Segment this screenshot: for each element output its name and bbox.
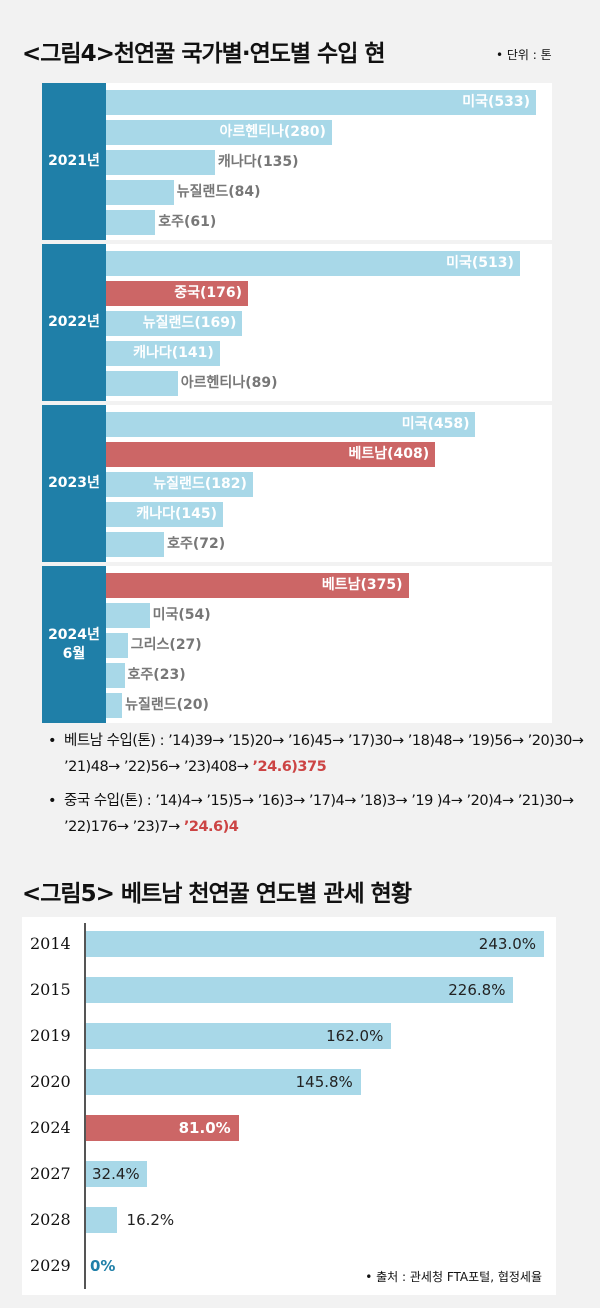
- bar: [106, 120, 332, 145]
- bar-label: 그리스(27): [130, 637, 202, 653]
- source-note: • 출처 : 관세청 FTA포털, 협정세율: [365, 1270, 542, 1284]
- note-china-text: 중국 수입(톤) : ’14)4→ ’15)5→ ’16)3→ ’17)4→ ’…: [64, 793, 574, 835]
- y-axis-line: [84, 923, 86, 1289]
- bar: [106, 281, 248, 306]
- chart2-title: <그림5> 베트남 천연꿀 연도별 관세 현황: [22, 881, 412, 907]
- y-tick-label: 2020: [30, 1072, 71, 1091]
- tariff-value-label: 145.8%: [295, 1073, 353, 1091]
- bar: [106, 150, 215, 175]
- bar: [106, 90, 536, 115]
- bar-label: 중국(176): [174, 285, 242, 301]
- bar: [106, 412, 476, 437]
- tariff-bar: [86, 1069, 361, 1095]
- tariff-value-label: 0%: [90, 1257, 116, 1275]
- bar: [106, 693, 123, 718]
- bar: [106, 180, 174, 205]
- year-label: 2023년: [42, 405, 106, 562]
- bar-label: 뉴질랜드(20): [125, 697, 209, 713]
- unit-label: • 단위 : 톤: [496, 48, 552, 62]
- year-label: 2021년: [42, 83, 106, 240]
- y-tick-label: 2029: [30, 1256, 71, 1275]
- bar-label: 호주(61): [158, 214, 217, 230]
- chart1-title: <그림4>천연꿀 국가별·연도별 수입 현: [22, 41, 386, 67]
- bar: [106, 603, 150, 628]
- tariff-bar: [86, 1115, 239, 1141]
- bar-label: 캐나다(145): [136, 506, 217, 522]
- bar: [106, 442, 436, 467]
- y-tick-label: 2028: [30, 1210, 71, 1229]
- bar-label: 미국(458): [401, 416, 470, 432]
- bar: [106, 371, 178, 396]
- bar: [106, 502, 223, 527]
- bar-label: 뉴질랜드(182): [153, 476, 247, 492]
- note-vietnam: 베트남 수입(톤) : ’14)39→ ’15)20→ ’16)45→ ’17)…: [48, 728, 588, 780]
- tariff-bar: [86, 977, 514, 1003]
- y-tick-label: 2019: [30, 1026, 71, 1045]
- year-group-bars: 베트남(375) 미국(54) 그리스(27) 호주(23) 뉴질랜드(20): [106, 566, 552, 723]
- bar: [106, 251, 520, 276]
- bar-label: 뉴질랜드(169): [142, 315, 237, 331]
- bar: [106, 341, 220, 366]
- tariff-bar: [86, 1161, 148, 1187]
- bar: [106, 633, 128, 658]
- tariff-bar: [86, 931, 544, 957]
- note-vietnam-text: 베트남 수입(톤) : ’14)39→ ’15)20→ ’16)45→ ’17)…: [64, 733, 584, 775]
- bar-label: 베트남(408): [348, 446, 430, 462]
- bar: [106, 532, 165, 557]
- bar-label: 아르헨티나(280): [219, 124, 326, 140]
- tariff-bar: [86, 1023, 392, 1049]
- year-group-bars: 미국(533) 아르헨티나(280) 캐나다(135) 뉴질랜드(84) 호주(61): [106, 83, 552, 240]
- chart1-panel: 2021년 미국(533) 아르헨티나(280) 캐나다(135) 뉴질랜드(84) 호주…: [42, 83, 552, 723]
- bar: [106, 663, 125, 688]
- notes: 베트남 수입(톤) : ’14)39→ ’15)20→ ’16)45→ ’17)…: [48, 728, 588, 848]
- tariff-value-label: 81.0%: [178, 1119, 231, 1137]
- tariff-value-label: 226.8%: [448, 981, 506, 999]
- bar: [106, 472, 253, 497]
- bar-label: 미국(513): [446, 255, 514, 271]
- bar-label: 뉴질랜드(84): [176, 184, 261, 200]
- bar: [106, 311, 243, 336]
- y-tick-label: 2015: [30, 980, 71, 999]
- note-china: 중국 수입(톤) : ’14)4→ ’15)5→ ’16)3→ ’17)4→ ’…: [48, 788, 588, 840]
- bar-label: 미국(54): [152, 607, 211, 623]
- year-label: 2024년 6월: [42, 566, 106, 723]
- bar-label: 베트남(375): [321, 577, 403, 593]
- y-tick-label: 2014: [30, 934, 71, 953]
- note-china-highlight: ’24.6)4: [183, 819, 239, 835]
- chart2-panel: • 출처 : 관세청 FTA포털, 협정세율 2014 243.0% 2015 226…: [22, 917, 556, 1295]
- bar-label: 미국(533): [462, 94, 530, 110]
- tariff-value-label: 243.0%: [478, 935, 536, 953]
- y-tick-label: 2027: [30, 1164, 71, 1183]
- bar: [106, 210, 156, 235]
- tariff-value-label: 162.0%: [326, 1027, 384, 1045]
- year-label: 2022년: [42, 244, 106, 401]
- note-vietnam-highlight: ’24.6)375: [252, 759, 327, 775]
- bar-label: 아르헨티나(89): [180, 375, 278, 391]
- year-group-bars: 미국(513) 중국(176) 뉴질랜드(169) 캐나다(141) 아르헨티나(89): [106, 244, 552, 401]
- tariff-value-label: 32.4%: [92, 1165, 140, 1183]
- year-group-bars: 미국(458) 베트남(408) 뉴질랜드(182) 캐나다(145) 호주(72): [106, 405, 552, 562]
- bar-label: 호주(72): [167, 536, 226, 552]
- tariff-bar: [86, 1207, 117, 1233]
- y-tick-label: 2024: [30, 1118, 71, 1137]
- bar: [106, 573, 409, 598]
- bar-label: 캐나다(141): [133, 345, 214, 361]
- tariff-value-label: 16.2%: [126, 1211, 175, 1229]
- bar-label: 캐나다(135): [217, 154, 299, 170]
- bar-label: 호주(23): [127, 667, 186, 683]
